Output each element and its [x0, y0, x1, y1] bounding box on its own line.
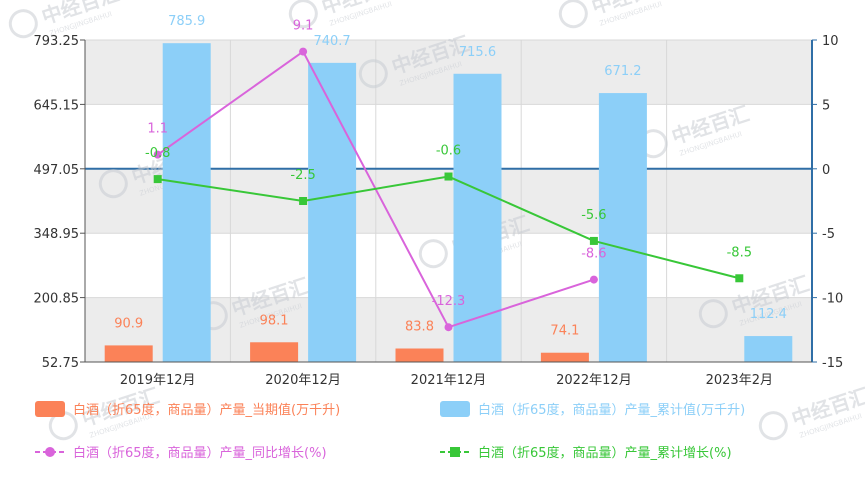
line-series — [153, 47, 744, 332]
line-data-label: -12.3 — [432, 294, 466, 309]
y-right-tick-label: -15 — [822, 356, 843, 371]
line-point — [299, 47, 308, 56]
line-point — [299, 197, 308, 205]
legend-label: 白酒（折65度，商品量）产量_累计增长(%) — [478, 445, 732, 461]
line-data-label: -8.6 — [581, 247, 606, 262]
legend-label: 白酒（折65度，商品量）产量_累计值(万千升) — [478, 402, 745, 418]
legend-swatch — [35, 401, 65, 417]
bar — [453, 73, 502, 362]
legend-swatch — [440, 401, 470, 417]
legend-label: 白酒（折65度，商品量）产量_同比增长(%) — [73, 445, 327, 461]
line-point — [153, 150, 162, 159]
legend-item: 白酒（折65度，商品量）产量_累计值(万千升) — [440, 401, 745, 418]
bar — [308, 62, 357, 362]
y-left-tick-label: 497.05 — [34, 163, 80, 178]
line-data-label: -0.6 — [436, 144, 461, 159]
x-tick-label: 2019年12月 — [120, 373, 196, 388]
bar-data-label: 98.1 — [260, 313, 289, 328]
line-data-label: -8.5 — [727, 245, 752, 260]
y-right-tick-label: -10 — [822, 292, 843, 307]
watermark-logo-icon — [418, 239, 448, 269]
bar — [104, 345, 153, 362]
bar-data-label: 74.1 — [550, 324, 579, 339]
watermark-logo-icon — [558, 0, 588, 29]
bar-data-label: 671.2 — [604, 64, 641, 79]
y-left-tick-label: 348.95 — [34, 227, 80, 242]
watermark-logo-icon — [358, 59, 388, 89]
x-tick-label: 2022年12月 — [556, 373, 632, 388]
line-point — [589, 275, 598, 284]
line-point — [735, 274, 744, 283]
watermark-logo-icon — [98, 169, 128, 199]
legend-item: 白酒（折65度，商品量）产量_累计增长(%) — [440, 445, 732, 461]
x-tick-label: 2020年12月 — [265, 373, 341, 388]
x-tick-label: 2021年12月 — [411, 373, 487, 388]
bar — [744, 336, 793, 362]
bar-data-label: 90.9 — [114, 316, 143, 331]
y-right-tick-label: -5 — [822, 227, 835, 242]
line-data-label: -5.6 — [581, 208, 606, 223]
line-data-label: -0.8 — [145, 146, 170, 161]
legend-marker — [45, 447, 55, 457]
line-data-label: 1.1 — [147, 122, 168, 137]
bar — [250, 342, 299, 362]
bar-data-label: 785.9 — [168, 14, 205, 29]
bar-data-label: 715.6 — [459, 45, 496, 60]
watermark-logo-icon — [8, 9, 38, 39]
y-left-tick-label: 200.85 — [34, 292, 80, 307]
legend: 白酒（折65度，商品量）产量_当期值(万千升) 白酒（折65度，商品量）产量_累计… — [35, 401, 745, 461]
bar — [162, 43, 211, 363]
bar-data-label: 740.7 — [313, 34, 350, 49]
y-left-tick-label: 793.25 — [34, 34, 80, 49]
bar — [540, 352, 589, 362]
watermark-logo-icon — [758, 411, 788, 441]
y-right-tick-label: 5 — [822, 98, 830, 113]
bar-data-label: 112.4 — [750, 307, 787, 322]
legend-item: 白酒（折65度，商品量）产量_同比增长(%) — [35, 445, 327, 461]
legend-item: 白酒（折65度，商品量）产量_当期值(万千升) — [35, 401, 340, 418]
data-labels: 90.9 98.1 83.8 74.1 785.9 740.7 715.6 671.2 112.… — [114, 14, 787, 339]
legend-label: 白酒（折65度，商品量）产量_当期值(万千升) — [73, 402, 340, 418]
line-point — [153, 175, 162, 184]
y-right-tick-label: 0 — [822, 163, 830, 178]
line-point — [589, 236, 598, 245]
y-left-tick-label: 645.15 — [34, 98, 80, 113]
legend-marker — [450, 447, 460, 457]
y-left-tick-label: 52.75 — [42, 356, 79, 371]
line-point — [444, 323, 453, 332]
watermark-logo-icon — [698, 299, 728, 329]
line-data-label: 9.1 — [293, 19, 314, 34]
axes: 793.25 645.15 497.05 348.95 200.85 52.75 10 5 0 -… — [34, 34, 844, 388]
bar — [598, 93, 647, 362]
y-right-tick-label: 10 — [822, 34, 839, 49]
bar-data-label: 83.8 — [405, 319, 434, 334]
x-tick-label: 2023年2月 — [706, 373, 773, 388]
bar — [395, 348, 444, 362]
bar-series — [104, 43, 793, 363]
line-point — [444, 172, 453, 181]
line-data-label: -2.5 — [290, 168, 315, 183]
watermark-logo-icon — [288, 0, 318, 29]
